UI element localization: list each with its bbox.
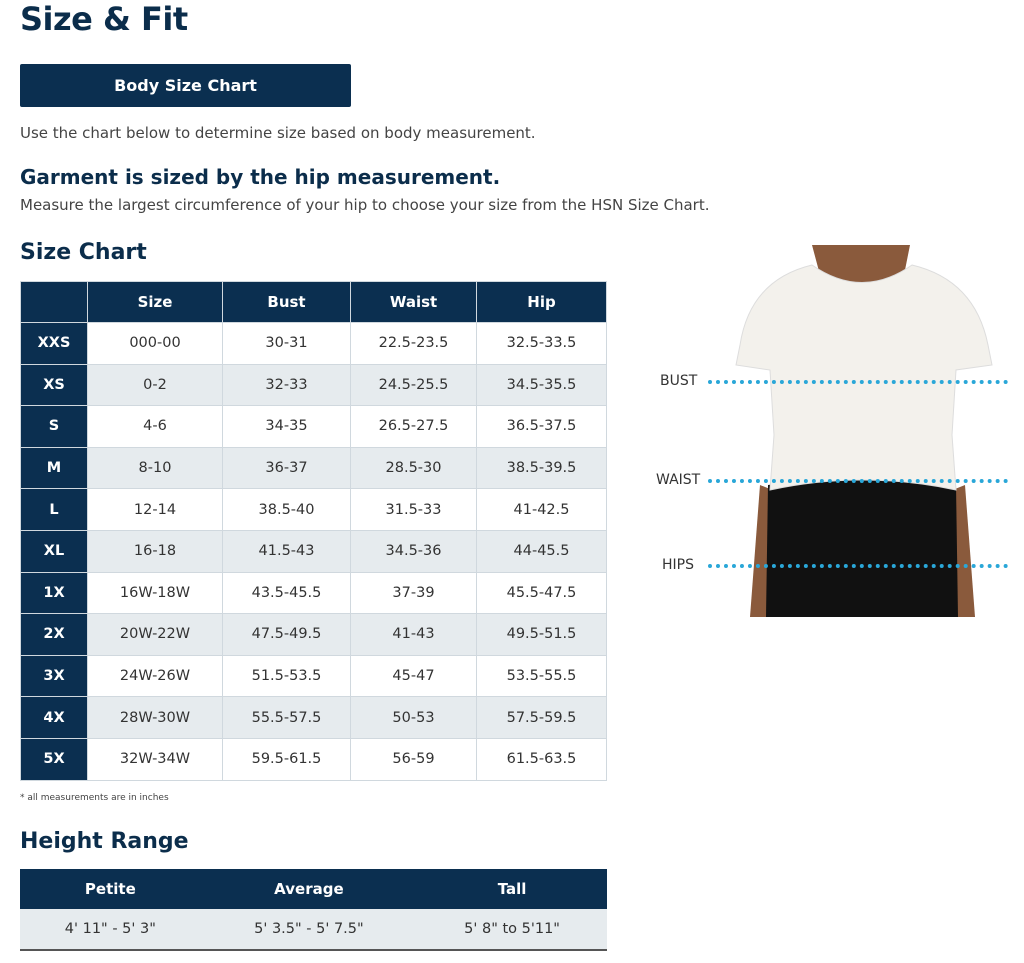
size-cell: 49.5-51.5 xyxy=(476,613,607,656)
size-label-cell: 4X xyxy=(20,696,88,739)
size-cell: 32-33 xyxy=(222,363,351,407)
height-range-heading: Height Range xyxy=(20,829,189,854)
size-cell: 34.5-36 xyxy=(350,529,477,573)
size-label-cell: XS xyxy=(20,363,88,407)
size-cell: 55.5-57.5 xyxy=(222,696,351,739)
page-title: Size & Fit xyxy=(20,0,188,38)
size-cell: 41-43 xyxy=(350,613,477,656)
size-cell: 20W-22W xyxy=(87,613,223,656)
size-cell: 56-59 xyxy=(350,737,477,781)
table-row: 2X 20W-22W 47.5-49.5 41-43 49.5-51.5 xyxy=(20,613,607,656)
size-cell: 43.5-45.5 xyxy=(222,571,351,615)
size-cell: 32.5-33.5 xyxy=(476,322,607,365)
size-cell: 32W-34W xyxy=(87,737,223,781)
table-row: XXS 000-00 30-31 22.5-23.5 32.5-33.5 xyxy=(20,322,607,365)
table-row: L 12-14 38.5-40 31.5-33 41-42.5 xyxy=(20,488,607,531)
size-cell: 34-35 xyxy=(222,405,351,448)
size-cell: 30-31 xyxy=(222,322,351,365)
size-cell: 45-47 xyxy=(350,654,477,698)
size-cell: 45.5-47.5 xyxy=(476,571,607,615)
size-cell: 16W-18W xyxy=(87,571,223,615)
table-row: XS 0-2 32-33 24.5-25.5 34.5-35.5 xyxy=(20,363,607,407)
size-label-cell: XL xyxy=(20,529,88,573)
size-cell: 4-6 xyxy=(87,405,223,448)
height-petite: 4' 11" - 5' 3" xyxy=(20,909,201,951)
size-cell: 34.5-35.5 xyxy=(476,363,607,407)
size-cell: 38.5-39.5 xyxy=(476,446,607,490)
size-cell: 16-18 xyxy=(87,529,223,573)
bust-label: BUST xyxy=(660,373,698,389)
size-cell: 38.5-40 xyxy=(222,488,351,531)
size-label-cell: 2X xyxy=(20,613,88,656)
height-header-petite: Petite xyxy=(20,869,201,909)
size-cell: 44-45.5 xyxy=(476,529,607,573)
height-tall: 5' 8" to 5'11" xyxy=(417,909,607,951)
size-cell: 31.5-33 xyxy=(350,488,477,531)
waist-line xyxy=(708,479,1008,483)
size-cell: 50-53 xyxy=(350,696,477,739)
size-cell: 59.5-61.5 xyxy=(222,737,351,781)
size-cell: 12-14 xyxy=(87,488,223,531)
size-label-cell: XXS xyxy=(20,322,88,365)
model-figure-illustration xyxy=(720,245,1005,617)
size-label-cell: L xyxy=(20,488,88,531)
size-header-bust: Bust xyxy=(222,281,351,323)
garment-text: Measure the largest circumference of you… xyxy=(20,196,710,214)
size-cell: 61.5-63.5 xyxy=(476,737,607,781)
table-row: M 8-10 36-37 28.5-30 38.5-39.5 xyxy=(20,446,607,490)
size-cell: 24.5-25.5 xyxy=(350,363,477,407)
size-label-cell: 3X xyxy=(20,654,88,698)
bust-line xyxy=(708,380,1008,384)
intro-text: Use the chart below to determine size ba… xyxy=(20,124,536,142)
hips-line xyxy=(708,564,1008,568)
size-cell: 37-39 xyxy=(350,571,477,615)
table-row: 4X 28W-30W 55.5-57.5 50-53 57.5-59.5 xyxy=(20,696,607,739)
size-cell: 36.5-37.5 xyxy=(476,405,607,448)
table-row: 1X 16W-18W 43.5-45.5 37-39 45.5-47.5 xyxy=(20,571,607,615)
size-cell: 36-37 xyxy=(222,446,351,490)
model-photo xyxy=(720,245,1005,617)
table-row: S 4-6 34-35 26.5-27.5 36.5-37.5 xyxy=(20,405,607,448)
size-cell: 0-2 xyxy=(87,363,223,407)
size-cell: 47.5-49.5 xyxy=(222,613,351,656)
height-header-average: Average xyxy=(200,869,418,909)
size-header-size: Size xyxy=(87,281,223,323)
size-cell: 53.5-55.5 xyxy=(476,654,607,698)
waist-label: WAIST xyxy=(656,472,701,488)
size-cell: 41-42.5 xyxy=(476,488,607,531)
table-row: 3X 24W-26W 51.5-53.5 45-47 53.5-55.5 xyxy=(20,654,607,698)
table-row: 5X 32W-34W 59.5-61.5 56-59 61.5-63.5 xyxy=(20,737,607,781)
size-cell: 28W-30W xyxy=(87,696,223,739)
size-label-cell: 5X xyxy=(20,737,88,781)
table-row: XL 16-18 41.5-43 34.5-36 44-45.5 xyxy=(20,529,607,573)
size-cell: 000-00 xyxy=(87,322,223,365)
body-size-chart-button[interactable]: Body Size Chart xyxy=(20,64,351,107)
size-chart-heading: Size Chart xyxy=(20,240,147,265)
size-cell: 41.5-43 xyxy=(222,529,351,573)
size-header-waist: Waist xyxy=(350,281,477,323)
size-header-blank xyxy=(20,281,88,323)
size-cell: 24W-26W xyxy=(87,654,223,698)
size-header-hip: Hip xyxy=(476,281,607,323)
measurement-note: * all measurements are in inches xyxy=(20,793,169,803)
size-chart-table: Size Bust Waist Hip XXS 000-00 30-31 22.5-23.5… xyxy=(20,281,607,781)
size-cell: 8-10 xyxy=(87,446,223,490)
garment-heading: Garment is sized by the hip measurement. xyxy=(20,165,501,189)
size-cell: 57.5-59.5 xyxy=(476,696,607,739)
size-cell: 51.5-53.5 xyxy=(222,654,351,698)
size-label-cell: 1X xyxy=(20,571,88,615)
hips-label: HIPS xyxy=(662,557,694,573)
height-header-tall: Tall xyxy=(417,869,607,909)
size-label-cell: S xyxy=(20,405,88,448)
size-cell: 26.5-27.5 xyxy=(350,405,477,448)
size-cell: 28.5-30 xyxy=(350,446,477,490)
height-range-table: Petite Average Tall 4' 11" - 5' 3" 5' 3.… xyxy=(20,869,607,951)
size-cell: 22.5-23.5 xyxy=(350,322,477,365)
height-average: 5' 3.5" - 5' 7.5" xyxy=(200,909,418,951)
size-label-cell: M xyxy=(20,446,88,490)
